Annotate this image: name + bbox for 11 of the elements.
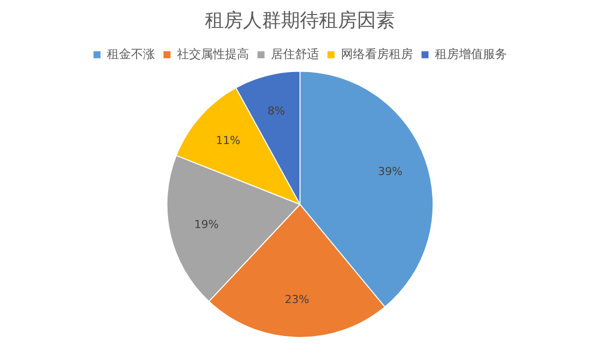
data-label: 23% xyxy=(284,293,310,306)
legend-label: 租房增值服务 xyxy=(435,46,507,61)
chart-title: 租房人群期待租房因素 xyxy=(205,9,395,32)
legend-label: 居住舒适 xyxy=(271,46,319,61)
data-label: 8% xyxy=(267,104,285,118)
data-label: 19% xyxy=(194,218,219,232)
data-label: 39% xyxy=(378,164,402,178)
data-label: 11% xyxy=(216,134,240,147)
legend-label: 租金不涨 xyxy=(107,46,155,61)
legend-label: 社交属性提高 xyxy=(177,46,249,61)
legend-label: 网络看房租房 xyxy=(341,46,413,61)
